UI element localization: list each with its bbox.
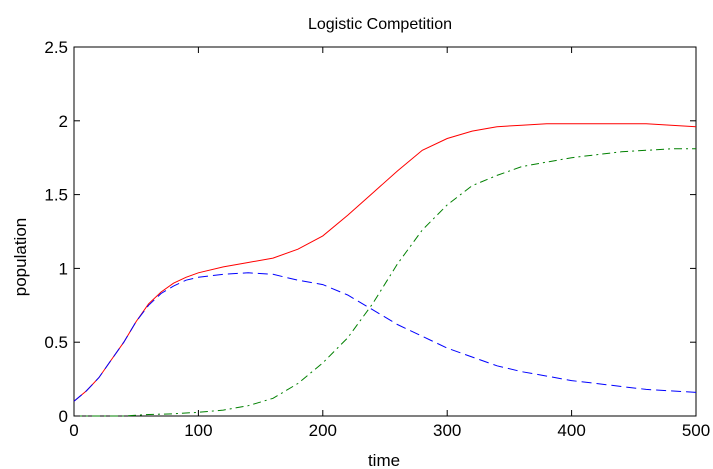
- x-tick-label: 0: [69, 421, 78, 440]
- x-tick-label: 100: [184, 421, 212, 440]
- y-axis-label: population: [11, 218, 30, 296]
- plot-area: [73, 46, 697, 417]
- series-line-1: [73, 123, 697, 402]
- y-tick-label: 0.5: [44, 333, 68, 352]
- plot-frame: [73, 46, 697, 417]
- y-tick-label: 1.5: [44, 186, 68, 205]
- x-tick-label: 500: [682, 421, 710, 440]
- y-tick-label: 1: [59, 259, 68, 278]
- x-tick-label: 400: [557, 421, 585, 440]
- series-line-2: [73, 272, 697, 402]
- y-tick-label: 0: [59, 407, 68, 426]
- y-tick-label: 2: [59, 112, 68, 131]
- x-tick-label: 300: [433, 421, 461, 440]
- ticks-layer: 0 100 200 300 400 500 0 0.5 1 1.5 2 2.5: [44, 38, 710, 440]
- x-axis-label: time: [368, 451, 400, 469]
- series-layer: [73, 123, 697, 417]
- x-tick-label: 200: [309, 421, 337, 440]
- chart-title: Logistic Competition: [308, 16, 452, 33]
- series-line-3: [74, 148, 696, 417]
- y-tick-label: 2.5: [44, 38, 68, 57]
